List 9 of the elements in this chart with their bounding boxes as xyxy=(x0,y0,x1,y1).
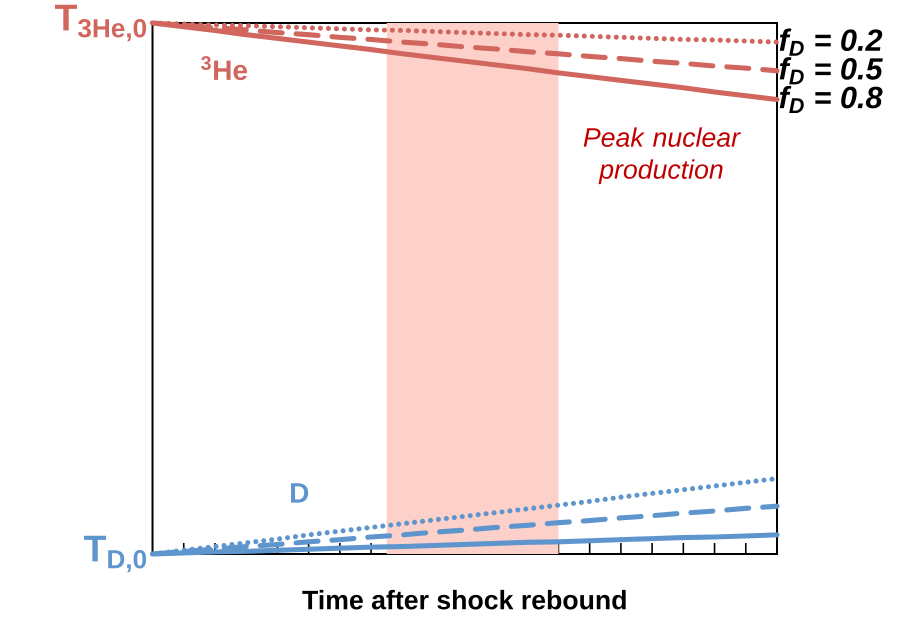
x-axis-title: Time after shock rebound xyxy=(302,590,626,610)
annotation: $^{3}$He xyxy=(201,56,248,80)
annotation: Peak nuclear production xyxy=(584,127,741,184)
series-label: f$_{D}$ = 0.5 xyxy=(780,57,883,84)
series-label: f$_{D}$ = 0.2 xyxy=(780,28,882,56)
series-label: f$_{D}$ = 0.8 xyxy=(780,86,883,114)
annotation: D xyxy=(291,483,308,503)
text: T$_{3He,0}$ xyxy=(55,4,146,42)
text: T$_{D,0}$ xyxy=(84,536,146,572)
